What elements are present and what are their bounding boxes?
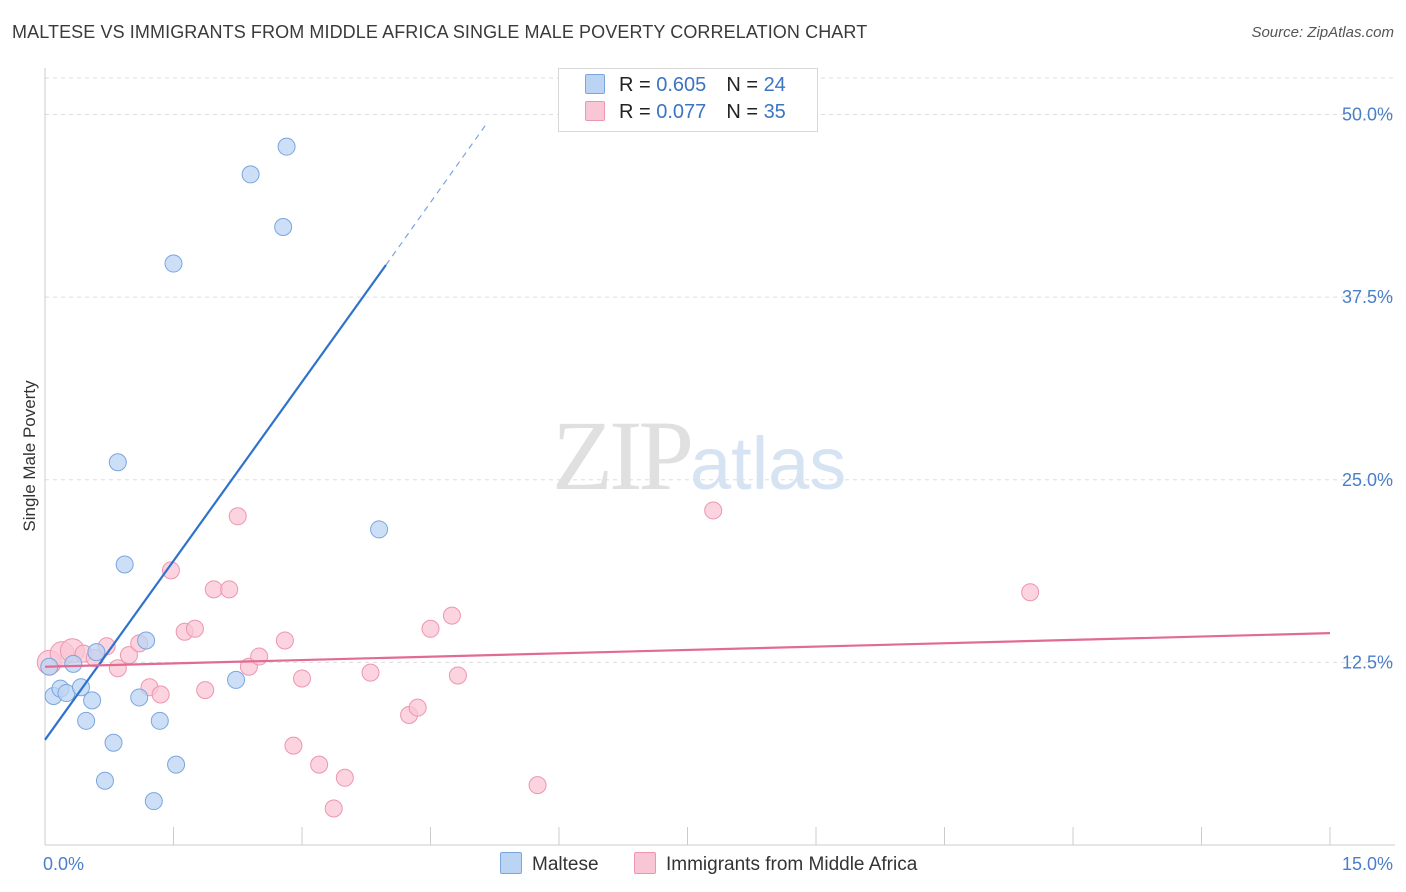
africa-point xyxy=(161,561,180,580)
chart-title: MALTESE VS IMMIGRANTS FROM MIDDLE AFRICA… xyxy=(12,22,868,42)
africa-legend-label: Immigrants from Middle Africa xyxy=(666,854,918,875)
n-label: N = xyxy=(726,101,764,123)
legend-row-africa: R = 0.077 N = 35 xyxy=(585,101,786,125)
n-value: 24 xyxy=(763,74,786,96)
africa-point xyxy=(408,698,427,717)
maltese-point xyxy=(64,654,83,673)
maltese-point xyxy=(167,755,186,774)
bottom-legend-africa: Immigrants from Middle Africa xyxy=(634,852,917,876)
maltese-trendline xyxy=(44,264,387,741)
africa-point xyxy=(442,606,461,625)
africa-trendline xyxy=(44,632,1331,668)
maltese-point xyxy=(104,733,123,752)
maltese-point xyxy=(83,691,102,710)
y-tick-label: 50.0% xyxy=(1342,105,1393,125)
stats-legend: R = 0.605 N = 24 R = 0.077 N = 35 xyxy=(558,68,818,132)
africa-swatch xyxy=(585,101,605,121)
watermark-atlas: atlas xyxy=(690,422,847,505)
maltese-point xyxy=(130,688,149,707)
maltese-point xyxy=(277,137,296,156)
maltese-point xyxy=(274,218,293,237)
africa-point xyxy=(293,669,311,688)
africa-point xyxy=(335,768,354,787)
maltese-trendline-extension xyxy=(385,121,489,266)
maltese-point xyxy=(137,631,156,650)
r-value: 0.077 xyxy=(656,101,707,123)
africa-point xyxy=(324,799,343,818)
africa-point xyxy=(448,666,467,685)
africa-point xyxy=(185,619,204,638)
x-tick-label: 0.0% xyxy=(43,854,84,874)
africa-point xyxy=(196,681,215,700)
africa-point xyxy=(1021,583,1040,602)
africa-point xyxy=(220,580,239,599)
r-label: R = xyxy=(619,74,657,96)
legend-row-maltese: R = 0.605 N = 24 xyxy=(585,74,786,98)
africa-point xyxy=(284,736,303,755)
y-axis-label: Single Male Poverty xyxy=(20,380,39,532)
africa-point xyxy=(310,755,329,774)
africa-point xyxy=(228,507,247,526)
africa-point xyxy=(204,580,223,599)
source-label: Source: ZipAtlas.com xyxy=(1251,24,1394,41)
r-label: R = xyxy=(619,101,657,123)
maltese-point xyxy=(77,711,96,730)
bottom-legend-maltese: Maltese xyxy=(500,852,599,876)
maltese-point xyxy=(108,453,127,472)
africa-point xyxy=(275,631,294,650)
n-label: N = xyxy=(726,74,764,96)
africa-point xyxy=(250,647,269,666)
africa-point xyxy=(704,501,723,520)
y-tick-label: 25.0% xyxy=(1342,470,1393,490)
maltese-point xyxy=(115,555,134,574)
maltese-legend-label: Maltese xyxy=(532,854,599,875)
maltese-point xyxy=(370,520,389,539)
maltese-point xyxy=(95,771,114,790)
y-tick-label: 37.5% xyxy=(1342,287,1393,307)
maltese-point xyxy=(87,643,106,662)
x-tick-label: 15.0% xyxy=(1342,854,1393,874)
africa-point xyxy=(528,776,547,795)
africa-point xyxy=(421,619,440,638)
watermark-zip: ZIP xyxy=(552,400,694,511)
maltese-point xyxy=(227,670,246,689)
n-value: 35 xyxy=(763,101,786,123)
africa-point xyxy=(361,663,380,682)
maltese-swatch xyxy=(585,74,605,94)
maltese-point xyxy=(144,792,163,811)
maltese-legend-swatch xyxy=(500,852,522,874)
y-tick-label: 12.5% xyxy=(1342,652,1393,672)
maltese-point xyxy=(150,711,169,730)
maltese-point xyxy=(164,254,183,273)
watermark: ZIPatlas xyxy=(552,398,846,513)
africa-point xyxy=(151,685,170,704)
africa-legend-swatch xyxy=(634,852,656,874)
maltese-point xyxy=(241,165,260,184)
r-value: 0.605 xyxy=(656,74,707,96)
